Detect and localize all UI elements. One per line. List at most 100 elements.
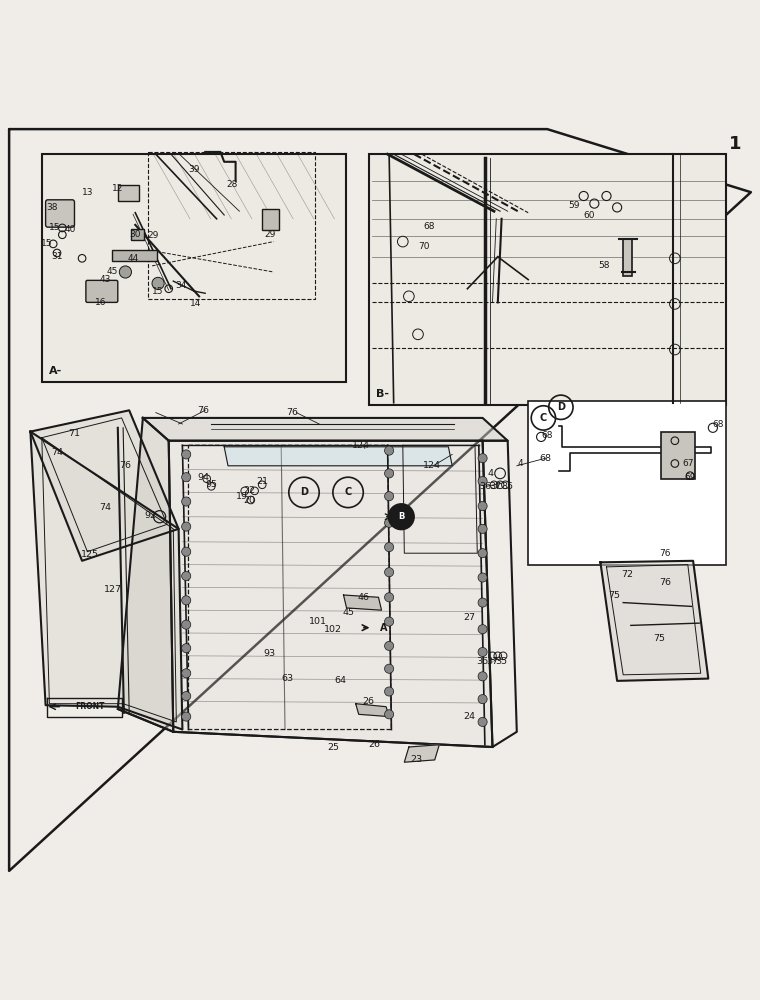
Polygon shape	[356, 704, 389, 717]
Circle shape	[182, 522, 191, 531]
Text: 58: 58	[598, 261, 610, 270]
Text: 44: 44	[128, 254, 138, 263]
Text: 4: 4	[518, 459, 524, 468]
Text: D: D	[557, 402, 565, 412]
Text: A-: A-	[49, 366, 62, 376]
Text: 25: 25	[327, 742, 339, 752]
Text: 124: 124	[423, 461, 441, 470]
Circle shape	[182, 547, 191, 556]
Bar	[661, 432, 695, 479]
Text: 26: 26	[368, 740, 380, 749]
Circle shape	[385, 469, 394, 478]
Circle shape	[182, 596, 191, 605]
Text: 15: 15	[49, 223, 61, 232]
Circle shape	[385, 687, 394, 696]
Circle shape	[182, 712, 191, 721]
Circle shape	[385, 593, 394, 602]
Circle shape	[478, 476, 487, 486]
Text: 102: 102	[324, 625, 342, 634]
Circle shape	[385, 568, 394, 577]
Circle shape	[478, 647, 487, 657]
Text: 76: 76	[659, 549, 671, 558]
Circle shape	[478, 573, 487, 582]
Bar	[623, 239, 632, 276]
Text: 35: 35	[502, 482, 514, 491]
Text: C: C	[540, 413, 547, 423]
Text: B-: B-	[376, 389, 389, 399]
Text: 101: 101	[309, 617, 327, 626]
Polygon shape	[118, 418, 173, 732]
Text: 37: 37	[489, 482, 502, 491]
Text: FRONT: FRONT	[75, 702, 104, 711]
Text: 31: 31	[51, 252, 63, 261]
Circle shape	[182, 669, 191, 678]
Text: 19: 19	[236, 492, 248, 501]
Text: 76: 76	[287, 408, 299, 417]
Text: 22: 22	[243, 486, 255, 495]
Polygon shape	[30, 410, 179, 561]
Circle shape	[385, 543, 394, 552]
FancyBboxPatch shape	[86, 280, 118, 302]
Bar	[369, 154, 726, 405]
Text: 24: 24	[464, 712, 476, 721]
Circle shape	[119, 266, 131, 278]
Text: 64: 64	[334, 676, 347, 685]
Text: 39: 39	[188, 165, 200, 174]
Circle shape	[478, 625, 487, 634]
Text: 92: 92	[144, 511, 157, 520]
Bar	[118, 185, 139, 201]
Polygon shape	[30, 432, 182, 730]
Text: 1: 1	[730, 135, 742, 153]
Text: 26: 26	[363, 697, 375, 706]
Polygon shape	[143, 418, 508, 441]
Text: 69: 69	[684, 473, 696, 482]
Text: 34: 34	[176, 281, 186, 290]
Circle shape	[182, 692, 191, 701]
Bar	[42, 154, 346, 382]
Circle shape	[388, 504, 414, 530]
Text: 27: 27	[464, 613, 476, 622]
Text: 36: 36	[477, 657, 489, 666]
Circle shape	[478, 549, 487, 558]
Polygon shape	[344, 595, 382, 610]
Text: 43: 43	[100, 275, 110, 284]
Circle shape	[478, 598, 487, 607]
Text: 28: 28	[226, 180, 237, 189]
Text: 68: 68	[540, 454, 552, 463]
Circle shape	[152, 277, 164, 289]
Text: 75: 75	[608, 590, 620, 600]
Circle shape	[182, 497, 191, 506]
Text: 29: 29	[264, 230, 275, 239]
Text: 74: 74	[99, 503, 111, 512]
Circle shape	[182, 450, 191, 459]
Text: D: D	[300, 487, 308, 497]
Text: 68: 68	[423, 222, 435, 231]
Text: 16: 16	[95, 298, 107, 307]
Circle shape	[385, 446, 394, 455]
Circle shape	[478, 717, 487, 726]
Text: 60: 60	[583, 211, 595, 220]
Bar	[131, 229, 144, 240]
Circle shape	[385, 641, 394, 650]
Text: 30: 30	[129, 230, 141, 239]
Text: 45: 45	[107, 267, 118, 276]
Text: 15: 15	[152, 286, 164, 296]
FancyBboxPatch shape	[46, 200, 74, 227]
Text: 13: 13	[81, 188, 93, 197]
Text: 125: 125	[81, 550, 99, 559]
Text: 71: 71	[68, 429, 81, 438]
Circle shape	[182, 620, 191, 629]
Polygon shape	[600, 561, 708, 681]
Text: 37: 37	[486, 657, 499, 666]
Text: 72: 72	[621, 570, 633, 579]
Text: 63: 63	[281, 674, 293, 683]
Circle shape	[385, 710, 394, 719]
Text: 59: 59	[568, 201, 580, 210]
Text: 46: 46	[357, 593, 369, 602]
Text: 12: 12	[112, 184, 123, 193]
Polygon shape	[224, 447, 452, 466]
Text: 124: 124	[352, 441, 370, 450]
Circle shape	[385, 617, 394, 626]
Text: 45: 45	[342, 608, 354, 617]
Text: 68: 68	[541, 431, 553, 440]
